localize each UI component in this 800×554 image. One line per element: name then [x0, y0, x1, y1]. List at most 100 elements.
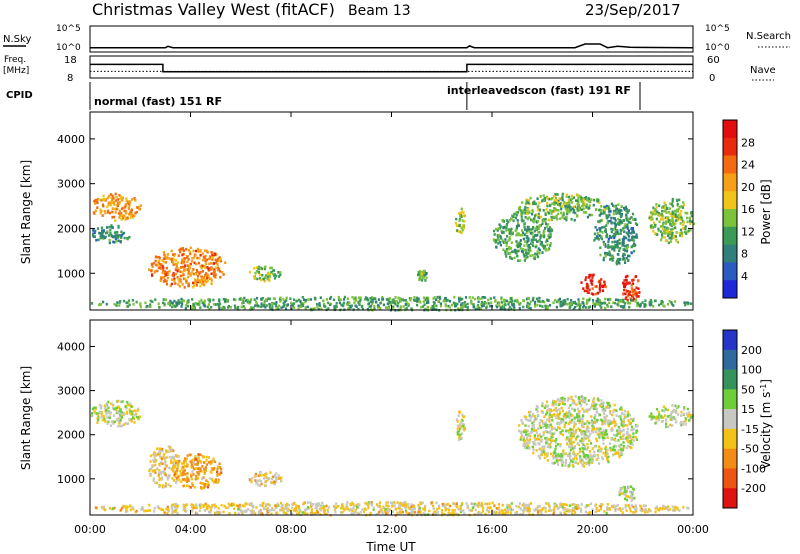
power-data-cell-9: [608, 213, 611, 217]
power-data-cell-12: [324, 305, 327, 308]
vel-data-cell-5: [604, 416, 607, 419]
vel-data-cell-2: [216, 467, 219, 471]
vel-data-cell-5: [550, 425, 554, 429]
vel-data-cell-8: [185, 510, 188, 513]
vel-data-cell-7: [675, 420, 678, 424]
power-data-cell-12: [128, 303, 131, 307]
power-data-cell-12: [307, 298, 310, 301]
vel-data-cell-8: [224, 506, 227, 509]
vel-data-cell-5: [564, 421, 568, 425]
power-data-cell-8: [600, 284, 603, 288]
vel-data-cell-0: [113, 414, 116, 417]
power-data-cell-2: [202, 280, 205, 283]
vel-data-cell-2: [186, 465, 189, 468]
power-data-cell-12: [285, 299, 288, 302]
power-data-cell-7: [561, 196, 564, 200]
power-data-cell-0: [117, 198, 120, 201]
vel-data-cell-5: [587, 430, 590, 433]
power-data-cell-12: [435, 298, 438, 301]
vel-data-cell-8: [235, 504, 238, 507]
power-data-cell-12: [558, 297, 561, 301]
vel-data-cell-5: [587, 461, 590, 465]
vel-data-cell-6: [625, 494, 628, 498]
vel-data-cell-0: [94, 406, 97, 409]
vel-data-cell-1: [160, 457, 163, 461]
power-data-cell-2: [186, 256, 189, 259]
power-data-cell-12: [212, 302, 216, 306]
vel-data-cell-8: [537, 505, 540, 508]
power-data-cell-9: [618, 238, 621, 242]
vel-data-cell-2: [201, 486, 204, 490]
power-data-cell-12: [276, 305, 279, 309]
power-data-cell-12: [277, 308, 280, 311]
power-data-cell-12: [90, 302, 94, 305]
vel-data-cell-8: [367, 506, 370, 510]
vel-data-cell-8: [153, 506, 156, 510]
power-data-cell-2: [162, 280, 165, 283]
power-data-cell-2: [204, 278, 207, 282]
power-data-cell-6: [519, 259, 522, 262]
vel-data-cell-5: [617, 439, 620, 442]
vel-data-cell-2: [192, 473, 195, 476]
power-data-cell-11: [676, 202, 679, 206]
vel-data-cell-8: [176, 512, 179, 515]
power-data-cell-12: [340, 303, 343, 307]
power-data-cell-12: [599, 304, 602, 308]
vel-data-cell-5: [569, 412, 572, 416]
vel-data-cell-2: [182, 462, 186, 465]
vel-data-cell-8: [456, 505, 459, 509]
power-data-cell-12: [493, 296, 496, 299]
power-data-cell-9: [618, 223, 621, 226]
power-data-cell-9: [627, 217, 630, 221]
vel-data-cell-0: [127, 422, 130, 425]
vel-data-cell-1: [176, 455, 179, 458]
power-data-cell-1: [106, 226, 109, 229]
power-data-cell-12: [595, 299, 598, 303]
vel-data-cell-6: [631, 491, 635, 494]
vel-data-cell-5: [565, 429, 568, 433]
power-data-cell-9: [607, 243, 610, 247]
frequency-series-line: [90, 63, 693, 73]
power-data-cell-12: [426, 305, 429, 309]
vel-data-cell-1: [155, 481, 158, 485]
power-data-cell-2: [182, 273, 185, 277]
power-data-cell-12: [391, 299, 394, 302]
vel-data-cell-5: [541, 402, 544, 405]
vel-data-cell-5: [540, 440, 543, 443]
power-data-cell-2: [166, 253, 169, 256]
vel-data-cell-2: [195, 477, 198, 481]
vel-data-cell-7: [671, 424, 674, 427]
power-data-cell-12: [592, 299, 595, 302]
power-data-cell-2: [189, 252, 192, 256]
power-data-cell-8: [588, 288, 591, 292]
vel-data-cell-5: [566, 436, 569, 439]
power-data-cell-1: [92, 232, 95, 236]
power-data-cell-9: [630, 251, 633, 254]
power-data-cell-7: [582, 198, 585, 201]
vel-data-cell-5: [622, 437, 625, 441]
power-data-cell-3: [270, 266, 273, 270]
vel-data-cell-8: [548, 506, 551, 509]
vel-data-cell-2: [183, 469, 186, 472]
vel-data-cell-5: [595, 420, 598, 424]
power-data-cell-6: [549, 244, 552, 247]
vel-data-cell-5: [552, 457, 555, 460]
power-data-cell-10: [626, 294, 630, 298]
power-data-cell-11: [658, 204, 661, 207]
vel-data-cell-8: [454, 512, 457, 516]
power-data-cell-2: [210, 251, 213, 254]
power-data-cell-6: [539, 234, 542, 237]
power-data-cell-12: [569, 303, 572, 307]
power-data-cell-12: [227, 304, 230, 308]
vel-data-cell-5: [553, 413, 556, 416]
vel-data-cell-8: [574, 505, 577, 509]
vel-data-cell-2: [209, 477, 212, 480]
power-data-cell-12: [184, 307, 187, 310]
power-data-cell-9: [625, 236, 628, 240]
power-data-cell-0: [100, 209, 103, 213]
power-data-cell-6: [532, 235, 535, 239]
vel-data-cell-8: [166, 505, 169, 509]
power-data-cell-6: [505, 223, 509, 226]
power-data-cell-12: [357, 301, 360, 304]
power-data-cell-6: [532, 225, 535, 229]
